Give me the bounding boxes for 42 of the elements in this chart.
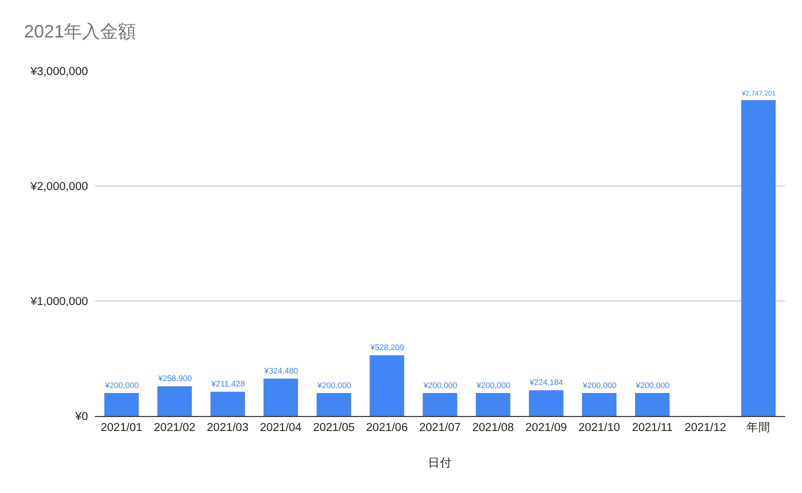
y-tick-label: ¥3,000,000 <box>29 66 88 78</box>
x-tick-label: 2021/03 <box>206 422 248 434</box>
bar <box>104 393 139 416</box>
bar <box>210 392 245 416</box>
x-tick-label: 2021/10 <box>578 422 620 434</box>
data-label: ¥200,000 <box>582 380 617 390</box>
bar <box>422 393 458 416</box>
data-label: ¥200,000 <box>104 380 140 390</box>
bar <box>582 393 616 416</box>
x-tick-label: 2021/02 <box>154 422 196 434</box>
data-label: ¥528,209 <box>369 343 405 352</box>
bar <box>528 390 564 416</box>
y-tick-label: ¥2,000,000 <box>29 181 88 194</box>
data-label: ¥211,428 <box>210 380 246 389</box>
x-tick-label: 2021/09 <box>525 422 567 434</box>
x-tick-label: 2021/07 <box>419 422 461 434</box>
bar <box>157 386 192 416</box>
data-label: ¥200,000 <box>316 380 352 390</box>
data-label: ¥324,480 <box>263 366 298 376</box>
data-label: ¥200,000 <box>422 380 458 390</box>
chart-title: 2021年入金額 <box>24 21 136 42</box>
x-tick-label: 2021/11 <box>632 422 673 434</box>
bar <box>264 378 298 416</box>
x-tick-label: 2021/05 <box>313 422 355 434</box>
x-tick-label: 2021/04 <box>260 422 302 434</box>
data-label: ¥200,000 <box>476 380 511 390</box>
x-tick-label: 2021/01 <box>100 422 142 434</box>
bar <box>316 393 352 416</box>
data-label: ¥258,900 <box>157 374 192 384</box>
y-tick-label: ¥0 <box>74 411 88 424</box>
y-tick-label: ¥1,000,000 <box>29 296 88 308</box>
data-label: ¥224,184 <box>528 378 564 388</box>
x-tick-label: 2021/08 <box>472 422 514 434</box>
bar <box>476 393 510 416</box>
bar <box>741 100 776 416</box>
x-tick-label: 年間 <box>746 420 770 434</box>
x-tick-label: 2021/12 <box>684 422 726 434</box>
data-label: ¥200,000 <box>634 380 670 390</box>
x-axis-title: 日付 <box>428 456 452 470</box>
bar <box>370 355 404 416</box>
bar <box>635 393 670 416</box>
x-tick-label: 2021/06 <box>366 422 408 434</box>
